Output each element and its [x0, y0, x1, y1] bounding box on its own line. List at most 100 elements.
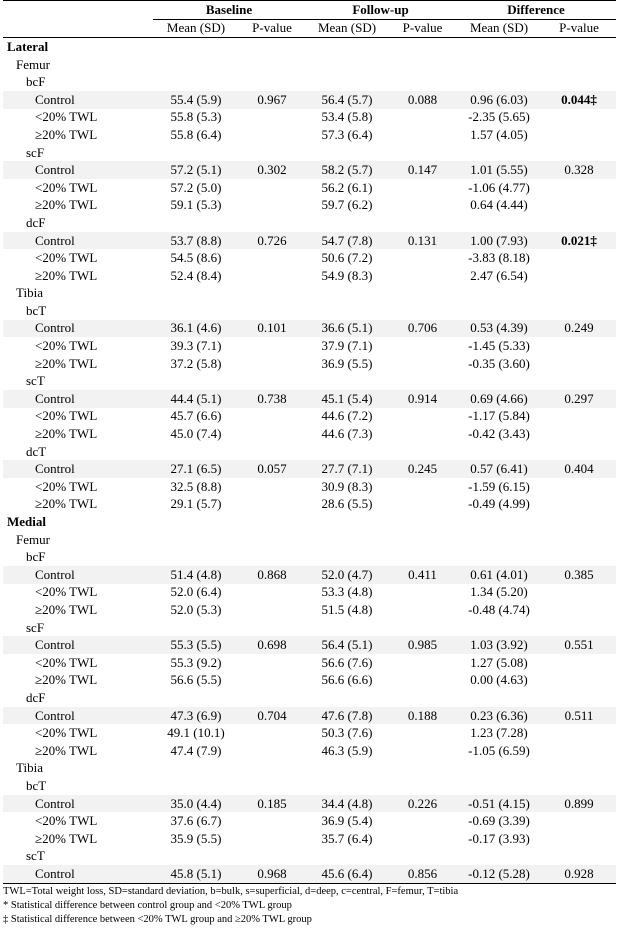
- cell-baseline-mean: 55.8 (5.3): [170, 109, 222, 125]
- cell-difference-p: [542, 812, 616, 830]
- row-label: ≥20% TWL: [35, 267, 98, 283]
- cell-baseline-mean: 55.3 (5.5): [153, 636, 239, 654]
- cell-followup-p: [389, 355, 456, 373]
- cell-baseline-mean: 57.2 (5.1): [153, 161, 239, 179]
- cell-baseline-p: [239, 355, 305, 373]
- cell-baseline-p: [239, 513, 305, 531]
- cell-followup-p: 0.245: [389, 460, 457, 479]
- cell-baseline-p: [239, 267, 305, 285]
- cell-followup-mean: [305, 38, 389, 56]
- cell-baseline-p: 0.868: [239, 566, 306, 584]
- cell-followup-p: [389, 812, 456, 830]
- cell-baseline-mean: 47.4 (7.9): [170, 742, 222, 758]
- cell-followup-mean: 34.4 (4.8): [305, 794, 390, 813]
- cell-difference-p: [542, 285, 616, 303]
- cell-difference-p: [542, 724, 616, 742]
- cell-difference-p: 0.511: [542, 706, 617, 725]
- cell-difference-p: [542, 548, 616, 566]
- cell-followup-mean: 45.6 (6.4): [305, 865, 390, 884]
- cell-followup-p: 0.131: [389, 231, 457, 250]
- cell-baseline-p: [239, 478, 305, 496]
- cell-difference-mean: -2.35 (5.65): [468, 109, 530, 125]
- table-row: ≥20% TWL 47.4 (7.9) 46.3 (5.9) -1.05 (6.59): [3, 742, 616, 760]
- cell-difference-mean: 2.47 (6.54): [470, 267, 528, 283]
- cell-followup-p: [389, 654, 456, 672]
- cell-followup-p: [389, 478, 456, 496]
- cell-followup-mean: 44.6 (7.2): [321, 408, 373, 424]
- section-row: Medial: [3, 513, 616, 531]
- cell-followup-p: [389, 830, 456, 848]
- row-label: ≥20% TWL: [35, 496, 98, 512]
- cell-followup-p: [389, 724, 456, 742]
- cell-followup-mean: 36.9 (5.4): [321, 813, 373, 829]
- cell-difference-p: 0.385: [542, 566, 617, 584]
- cell-baseline-mean: 29.1 (5.7): [170, 496, 222, 512]
- cell-difference-p: [542, 126, 616, 144]
- cell-baseline-mean: 57.2 (5.0): [170, 179, 222, 195]
- table-row: Control 57.2 (5.1) 0.302 58.2 (5.7) 0.147 1.0…: [3, 161, 617, 179]
- row-label: Tibia: [16, 760, 43, 776]
- cell-followup-mean: 44.6 (7.3): [321, 426, 373, 442]
- cell-followup-p: [389, 531, 456, 549]
- cell-baseline-mean: [153, 513, 239, 531]
- cell-difference-p: [542, 179, 616, 197]
- row-label: scT: [26, 848, 45, 864]
- table-row: ≥20% TWL 59.1 (5.3) 59.7 (6.2) 0.64 (4.44): [3, 197, 616, 215]
- cell-followup-mean: 28.6 (5.5): [321, 496, 373, 512]
- row-label: <20% TWL: [35, 654, 98, 670]
- cell-baseline-p: [239, 672, 305, 690]
- table-row: Control 55.3 (5.5) 0.698 56.4 (5.1) 0.985 1.0…: [3, 636, 617, 654]
- cell-difference-mean: [456, 513, 542, 531]
- cell-difference-p: 0.928: [542, 865, 617, 884]
- cell-baseline-mean: [153, 144, 239, 162]
- table-row: ≥20% TWL 52.4 (8.4) 54.9 (8.3) 2.47 (6.54): [3, 267, 616, 285]
- header-sub-row: Mean (SD) P-value Mean (SD) P-value Mean…: [3, 19, 617, 39]
- cell-difference-p: [542, 830, 616, 848]
- cell-followup-p: [389, 584, 456, 602]
- row-label: <20% TWL: [35, 179, 98, 195]
- cell-followup-p: [389, 848, 456, 866]
- cell-difference-p: [542, 56, 616, 74]
- cell-followup-mean: [305, 302, 389, 320]
- cell-difference-p: [542, 372, 616, 390]
- cell-followup-mean: 53.3 (4.8): [321, 584, 373, 600]
- row-label: Control: [3, 636, 153, 654]
- cell-followup-p: [389, 496, 456, 514]
- cell-baseline-mean: [153, 443, 239, 461]
- cell-followup-mean: 36.9 (5.5): [321, 355, 373, 371]
- cell-difference-p: [542, 109, 616, 127]
- cell-difference-p: 0.297: [542, 390, 617, 408]
- row-label: Medial: [7, 514, 46, 530]
- cell-followup-mean: 36.6 (5.1): [305, 319, 390, 338]
- row-label: Lateral: [7, 38, 49, 54]
- cell-followup-mean: [305, 56, 389, 74]
- cell-followup-mean: [305, 214, 389, 232]
- cell-baseline-p: 0.057: [239, 460, 306, 479]
- cell-followup-mean: [305, 443, 389, 461]
- row-label: dcT: [26, 443, 47, 459]
- cell-difference-mean: 0.23 (6.36): [456, 706, 543, 725]
- cell-baseline-mean: 55.4 (5.9): [153, 90, 239, 109]
- cell-difference-mean: [456, 214, 542, 232]
- row-label: ≥20% TWL: [35, 601, 98, 617]
- cell-difference-p: [542, 654, 616, 672]
- table-row: <20% TWL 54.5 (8.6) 50.6 (7.2) -3.83 (8.18): [3, 249, 616, 267]
- cell-followup-mean: 46.3 (5.9): [321, 742, 373, 758]
- cell-difference-mean: -0.51 (4.15): [456, 794, 543, 813]
- row-label: <20% TWL: [35, 109, 98, 125]
- cell-baseline-p: [239, 742, 305, 760]
- row-label: <20% TWL: [35, 250, 98, 266]
- row-label: Control: [3, 90, 153, 109]
- cell-baseline-p: [239, 689, 305, 707]
- cell-difference-p: [542, 249, 616, 267]
- cell-baseline-p: 0.185: [239, 794, 306, 813]
- row-label: Control: [3, 231, 153, 250]
- cell-baseline-mean: 55.3 (9.2): [170, 654, 222, 670]
- cell-baseline-p: [239, 619, 305, 637]
- cell-difference-mean: [456, 531, 542, 549]
- row-label: bcT: [26, 777, 47, 793]
- table-row: Control 27.1 (6.5) 0.057 27.7 (7.1) 0.245 0.5…: [3, 460, 617, 479]
- header-difference-p: P-value: [542, 19, 617, 39]
- footnote-abbreviations: TWL=Total weight loss, SD=standard devia…: [3, 885, 459, 897]
